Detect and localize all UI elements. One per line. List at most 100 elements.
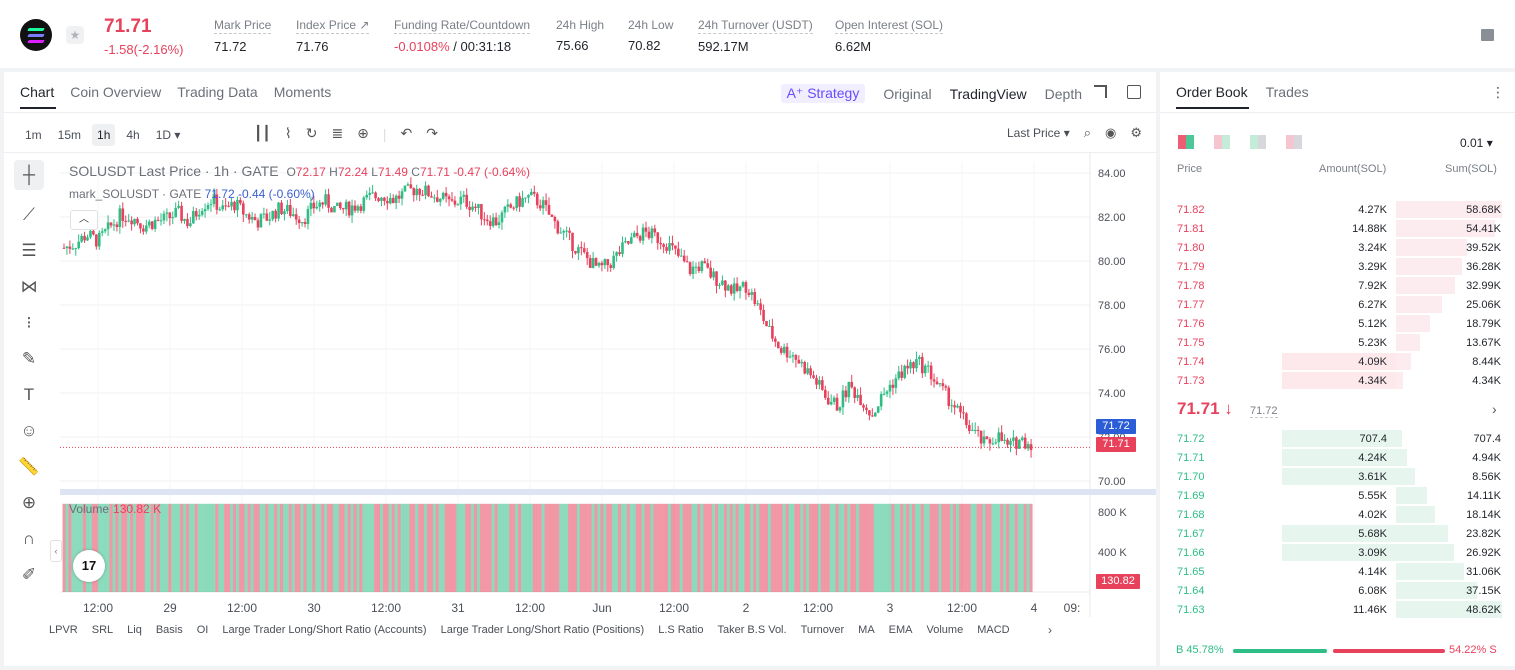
emoji-icon[interactable]: ☺ xyxy=(20,421,38,440)
search-icon[interactable]: ⌕ xyxy=(1083,125,1091,140)
indicator-5[interactable]: Large Trader Long/Short Ratio (Accounts) xyxy=(222,624,427,636)
undo-icon[interactable]: ↶ xyxy=(400,125,413,141)
sum-depth-bar xyxy=(1396,563,1464,580)
chevron-right-icon[interactable]: › xyxy=(1048,623,1052,637)
book-icon[interactable] xyxy=(1481,29,1494,41)
add-icon[interactable]: ⊕ xyxy=(357,125,369,141)
tab-trades[interactable]: Trades xyxy=(1265,84,1309,100)
indicator-10[interactable]: MA xyxy=(858,624,875,636)
replay-icon[interactable]: ↻ xyxy=(305,125,318,141)
collapse-legend-button[interactable]: ︿ xyxy=(70,210,98,230)
bid-row[interactable]: 71.71 4.24K 4.94K xyxy=(1160,448,1515,467)
bid-row[interactable]: 71.65 4.14K 31.06K xyxy=(1160,562,1515,581)
indicator-12[interactable]: Volume xyxy=(926,624,964,636)
trendline-icon[interactable]: ⟋ xyxy=(23,205,35,224)
volume-bar xyxy=(909,503,913,592)
camera-icon[interactable]: ◉ xyxy=(1105,125,1117,140)
tab-chart[interactable]: Chart xyxy=(20,84,55,100)
volume-bar xyxy=(232,503,236,592)
indicator-6[interactable]: Large Trader Long/Short Ratio (Positions… xyxy=(440,624,645,636)
stat-mark-price[interactable]: Mark Price 71.72 xyxy=(214,18,272,54)
brush-icon[interactable]: ✎ xyxy=(21,349,37,368)
ask-row[interactable]: 71.81 14.88K 54.41K xyxy=(1160,219,1515,238)
bid-row[interactable]: 71.63 11.46K 48.62K xyxy=(1160,600,1515,619)
mode-asks-icon[interactable] xyxy=(1286,135,1302,149)
stat-index-price[interactable]: Index Price ↗ 71.76 xyxy=(296,18,370,54)
interval-15m[interactable]: 15m xyxy=(57,128,82,142)
tab-depth[interactable]: Depth xyxy=(1044,85,1082,102)
zoom-in-icon[interactable]: ⊕ xyxy=(21,493,37,512)
candle-body xyxy=(221,205,225,210)
interval-1h[interactable]: 1h xyxy=(92,124,116,146)
chevron-right-icon[interactable]: › xyxy=(1492,401,1497,417)
indicator-2[interactable]: Liq xyxy=(127,624,142,636)
tab-trading-data[interactable]: Trading Data xyxy=(177,84,258,100)
indicator-9[interactable]: Turnover xyxy=(800,624,845,636)
precision-dropdown[interactable]: 0.01 ▾ xyxy=(1460,136,1493,150)
pattern-icon[interactable]: ⋈ xyxy=(20,277,38,296)
ask-row[interactable]: 71.75 5.23K 13.67K xyxy=(1160,333,1515,352)
bid-row[interactable]: 71.68 4.02K 18.14K xyxy=(1160,505,1515,524)
horizontal-lines-icon[interactable]: ☰ xyxy=(21,241,37,260)
bid-row[interactable]: 71.69 5.55K 14.11K xyxy=(1160,486,1515,505)
collapse-toolbar-button[interactable]: ‹ xyxy=(50,540,62,562)
price-source-dropdown[interactable]: Last Price ▾ xyxy=(1007,126,1070,140)
ask-row[interactable]: 71.74 4.09K 8.44K xyxy=(1160,352,1515,371)
ask-row[interactable]: 71.79 3.29K 36.28K xyxy=(1160,257,1515,276)
layout-icon[interactable] xyxy=(1127,85,1141,99)
magnet-icon[interactable]: ∩ xyxy=(22,529,36,548)
indicator-4[interactable]: OI xyxy=(196,624,209,636)
candlestick-chart[interactable]: 84.0082.0080.0078.0076.0074.0072.0070.00… xyxy=(4,72,1156,666)
gear-icon[interactable]: ⚙ xyxy=(1130,125,1142,140)
bid-row[interactable]: 71.70 3.61K 8.56K xyxy=(1160,467,1515,486)
tab-coin-overview[interactable]: Coin Overview xyxy=(70,84,162,100)
bid-row[interactable]: 71.66 3.09K 26.92K xyxy=(1160,543,1515,562)
ruler-icon[interactable]: 📏 xyxy=(18,457,40,476)
more-icon[interactable]: ⋮ xyxy=(1491,84,1505,100)
candle-body xyxy=(762,309,765,321)
stat-24h-turnover[interactable]: 24h Turnover (USDT) 592.17M xyxy=(698,18,813,54)
pencil-lock-icon[interactable]: ✐ xyxy=(21,565,37,584)
mode-bids-icon[interactable] xyxy=(1250,135,1266,149)
indicators-icon[interactable]: ⌇ xyxy=(284,125,292,141)
bid-row[interactable]: 71.72 707.4 707.4 xyxy=(1160,429,1515,448)
candle-body xyxy=(779,348,783,353)
candle-type-icon[interactable]: ┃┃ xyxy=(254,125,271,141)
redo-icon[interactable]: ↷ xyxy=(426,125,439,141)
stat-open-interest[interactable]: Open Interest (SOL) 6.62M xyxy=(835,18,944,54)
expand-icon[interactable] xyxy=(1094,85,1107,98)
interval-4h[interactable]: 4h xyxy=(126,128,140,142)
mode-split-icon[interactable] xyxy=(1214,135,1230,149)
bid-row[interactable]: 71.64 6.08K 37.15K xyxy=(1160,581,1515,600)
interval-1m[interactable]: 1m xyxy=(25,128,42,142)
favorite-star-icon[interactable]: ★ xyxy=(66,26,84,44)
indicator-13[interactable]: MACD xyxy=(977,624,1010,636)
mode-both-icon[interactable] xyxy=(1178,135,1194,149)
strategy-button[interactable]: A⁺ Strategy xyxy=(780,84,866,103)
indicator-3[interactable]: Basis xyxy=(155,624,183,636)
tab-original[interactable]: Original xyxy=(883,85,932,102)
fib-icon[interactable]: ⁝ xyxy=(26,313,32,332)
interval-1d-dropdown[interactable]: 1D ▾ xyxy=(155,128,181,142)
bid-row[interactable]: 71.67 5.68K 23.82K xyxy=(1160,524,1515,543)
indicator-1[interactable]: SRL xyxy=(91,624,114,636)
tab-order-book[interactable]: Order Book xyxy=(1176,84,1248,100)
tradingview-logo-icon[interactable]: 17 xyxy=(73,550,105,582)
ask-row[interactable]: 71.82 4.27K 58.68K xyxy=(1160,200,1515,219)
tab-tradingview[interactable]: TradingView xyxy=(949,85,1027,102)
ask-row[interactable]: 71.77 6.27K 25.06K xyxy=(1160,295,1515,314)
ask-row[interactable]: 71.73 4.34K 4.34K xyxy=(1160,371,1515,390)
crosshair-icon[interactable]: ┼ xyxy=(14,160,44,190)
indicator-7[interactable]: L.S Ratio xyxy=(658,624,704,636)
tab-moments[interactable]: Moments xyxy=(273,84,332,100)
volume-bar xyxy=(750,503,754,592)
indicator-8[interactable]: Taker B.S Vol. xyxy=(717,624,787,636)
ask-row[interactable]: 71.78 7.92K 32.99K xyxy=(1160,276,1515,295)
ask-row[interactable]: 71.80 3.24K 39.52K xyxy=(1160,238,1515,257)
ask-row[interactable]: 71.76 5.12K 18.79K xyxy=(1160,314,1515,333)
template-icon[interactable]: ≣ xyxy=(331,125,344,141)
indicator-0[interactable]: LPVR xyxy=(49,624,78,636)
indicator-11[interactable]: EMA xyxy=(888,624,913,636)
text-icon[interactable]: T xyxy=(23,385,35,404)
stat-funding-rate[interactable]: Funding Rate/Countdown -0.0108% / 00:31:… xyxy=(394,18,531,54)
